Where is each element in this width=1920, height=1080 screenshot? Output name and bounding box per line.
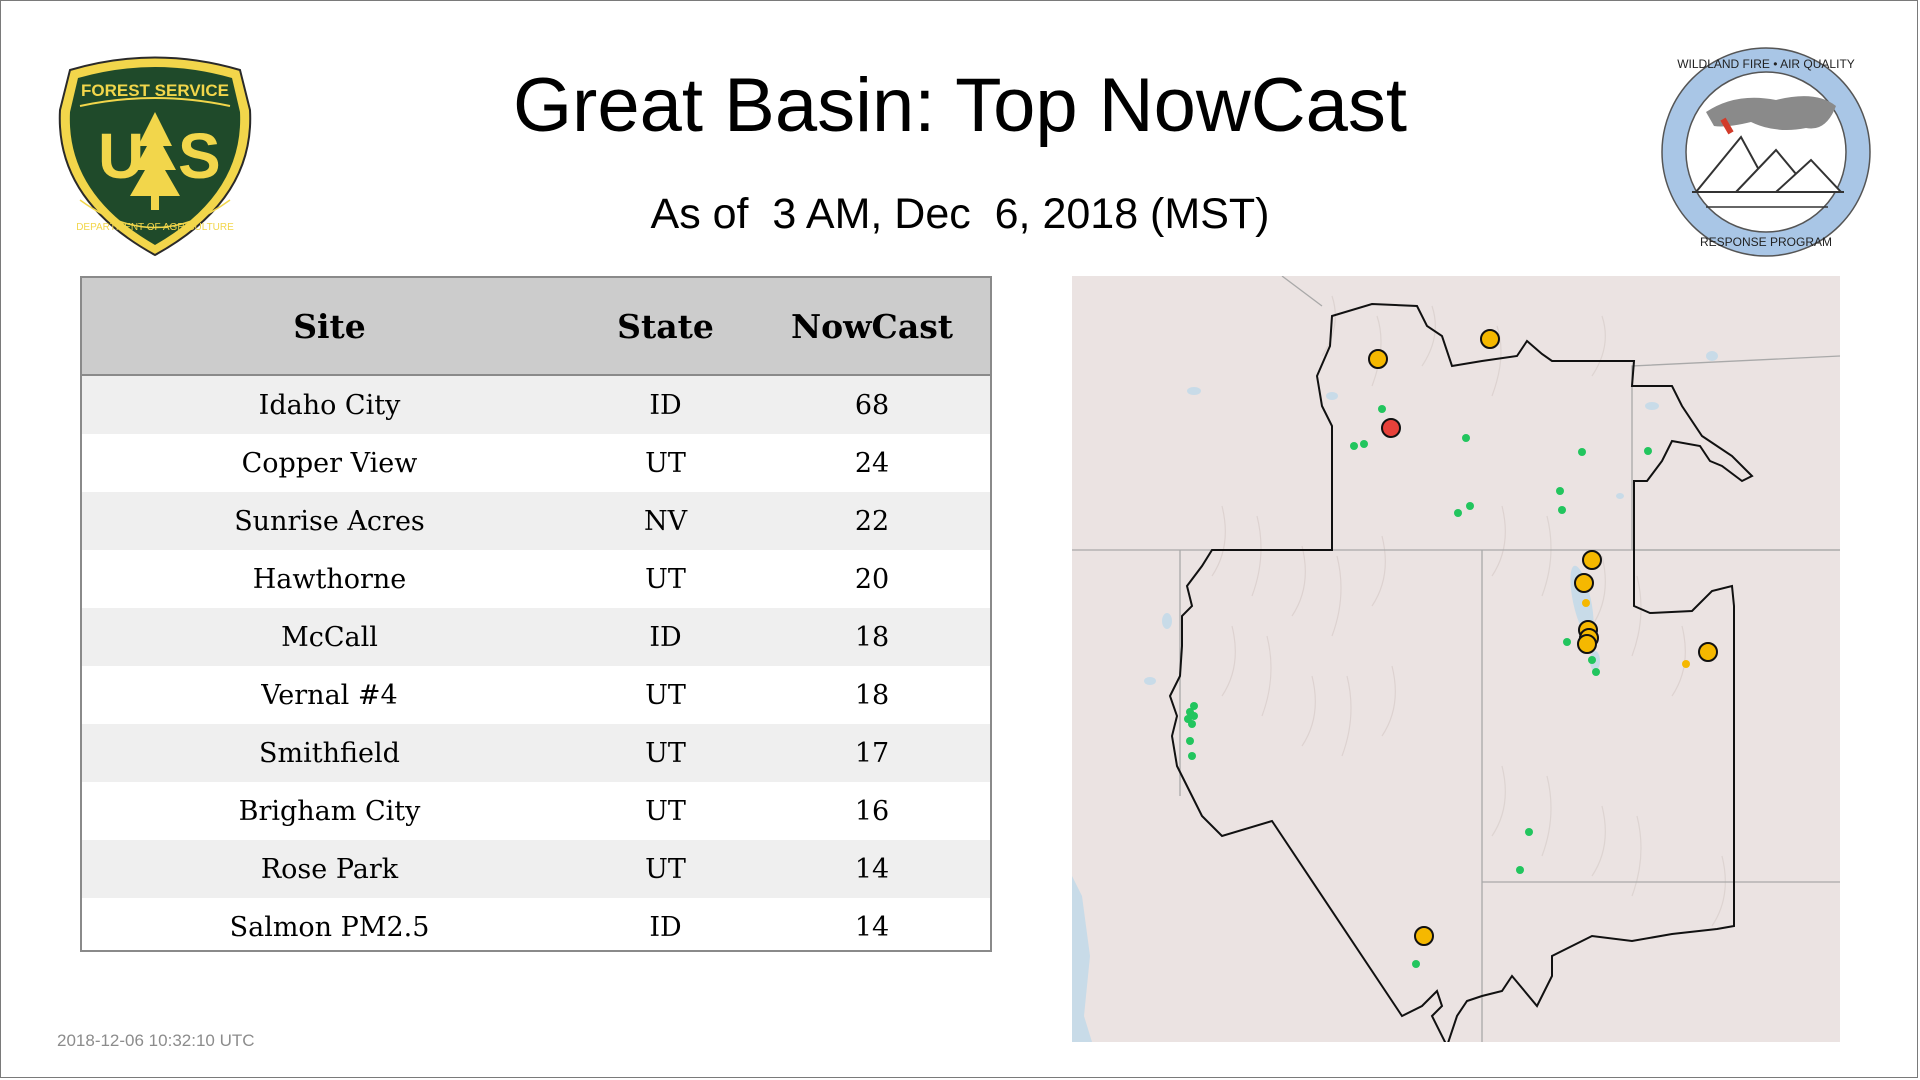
cell-nowcast: 14: [754, 898, 990, 950]
svg-text:U: U: [98, 120, 144, 192]
nowcast-table: Site State NowCast Idaho City ID 68 Copp…: [80, 276, 992, 952]
cell-site: Idaho City: [82, 375, 577, 434]
table-row: Sunrise Acres NV 22: [82, 492, 990, 550]
monitors-moderate-small: [1582, 599, 1690, 668]
cell-site: Hawthorne: [82, 550, 577, 608]
monitor-good: [1190, 712, 1198, 720]
monitor-moderate: [1582, 550, 1602, 570]
table-header-row: Site State NowCast: [82, 278, 990, 376]
logo-right-bottom-text: RESPONSE PROGRAM: [1700, 235, 1832, 249]
great-basin-map: [1072, 276, 1840, 1042]
cell-state: UT: [577, 724, 754, 782]
monitor-good: [1378, 405, 1386, 413]
monitor-good: [1466, 502, 1474, 510]
table-row: Smithfield UT 17: [82, 724, 990, 782]
table-row: Salmon PM2.5 ID 14: [82, 898, 990, 950]
cell-site: Sunrise Acres: [82, 492, 577, 550]
monitor-moderate-small: [1582, 599, 1590, 607]
table-row: Copper View UT 24: [82, 434, 990, 492]
monitors-good: [1184, 405, 1652, 968]
cell-nowcast: 18: [754, 608, 990, 666]
cell-nowcast: 24: [754, 434, 990, 492]
table-row: Rose Park UT 14: [82, 840, 990, 898]
monitor-good: [1412, 960, 1420, 968]
cell-nowcast: 18: [754, 666, 990, 724]
cell-site: McCall: [82, 608, 577, 666]
svg-text:S: S: [178, 120, 221, 192]
monitor-good: [1454, 509, 1462, 517]
cell-state: UT: [577, 782, 754, 840]
cell-state: UT: [577, 550, 754, 608]
monitor-good: [1556, 487, 1564, 495]
monitor-moderate: [1577, 634, 1597, 654]
monitor-good: [1186, 737, 1194, 745]
map-terrain: [1211, 295, 1726, 927]
monitor-moderate: [1480, 329, 1500, 349]
logo-right-top-text: WILDLAND FIRE • AIR QUALITY: [1677, 57, 1855, 71]
table-row: McCall ID 18: [82, 608, 990, 666]
table-row: Brigham City UT 16: [82, 782, 990, 840]
cell-nowcast: 14: [754, 840, 990, 898]
cell-site: Smithfield: [82, 724, 577, 782]
monitor-good: [1644, 447, 1652, 455]
cell-nowcast: 20: [754, 550, 990, 608]
monitor-good: [1578, 448, 1586, 456]
table-row: Idaho City ID 68: [82, 375, 990, 434]
monitor-good: [1558, 506, 1566, 514]
page-subtitle: As of 3 AM, Dec 6, 2018 (MST): [650, 190, 1270, 238]
cell-site: Vernal #4: [82, 666, 577, 724]
monitor-good: [1188, 720, 1196, 728]
monitors-moderate: [1368, 329, 1718, 946]
monitor-good: [1563, 638, 1571, 646]
map-ocean: [1072, 876, 1092, 1042]
monitor-good: [1516, 866, 1524, 874]
cell-nowcast: 16: [754, 782, 990, 840]
logo-left-top-text: FOREST SERVICE: [81, 81, 229, 100]
monitor-good: [1190, 702, 1198, 710]
cell-site: Salmon PM2.5: [82, 898, 577, 950]
cell-state: UT: [577, 840, 754, 898]
forest-service-shield-icon: FOREST SERVICE U S DEPARTMENT OF AGRICUL…: [58, 56, 252, 257]
cell-state: ID: [577, 375, 754, 434]
monitor-unhealthy-sensitive: [1381, 418, 1401, 438]
great-basin-outline: [1168, 302, 1754, 1042]
monitor-good: [1350, 442, 1358, 450]
cell-state: UT: [577, 434, 754, 492]
column-header-nowcast: NowCast: [754, 278, 990, 376]
monitor-moderate: [1368, 349, 1388, 369]
cell-site: Brigham City: [82, 782, 577, 840]
map-state-borders: [1072, 276, 1840, 1042]
monitor-good: [1462, 434, 1470, 442]
monitor-moderate: [1574, 573, 1594, 593]
cell-nowcast: 68: [754, 375, 990, 434]
cell-state: ID: [577, 608, 754, 666]
monitor-good: [1588, 656, 1596, 664]
cell-state: NV: [577, 492, 754, 550]
table-row: Vernal #4 UT 18: [82, 666, 990, 724]
column-header-site: Site: [82, 278, 577, 376]
wildland-fire-air-quality-badge-icon: WILDLAND FIRE • AIR QUALITY RESPONSE PRO…: [1661, 47, 1871, 257]
monitor-good: [1188, 752, 1196, 760]
page-title: Great Basin: Top NowCast: [512, 63, 1408, 148]
cell-site: Copper View: [82, 434, 577, 492]
monitor-good: [1360, 440, 1368, 448]
monitor-good: [1592, 668, 1600, 676]
cell-nowcast: 17: [754, 724, 990, 782]
monitor-good: [1525, 828, 1533, 836]
cell-site: Rose Park: [82, 840, 577, 898]
cell-state: UT: [577, 666, 754, 724]
logo-left-bottom-text: DEPARTMENT OF AGRICULTURE: [76, 222, 234, 233]
monitor-moderate-small: [1682, 660, 1690, 668]
cell-nowcast: 22: [754, 492, 990, 550]
table-row: Hawthorne UT 20: [82, 550, 990, 608]
monitor-moderate: [1698, 642, 1718, 662]
cell-state: ID: [577, 898, 754, 950]
column-header-state: State: [577, 278, 754, 376]
monitor-moderate: [1414, 926, 1434, 946]
generated-timestamp: 2018-12-06 10:32:10 UTC: [57, 1031, 255, 1050]
